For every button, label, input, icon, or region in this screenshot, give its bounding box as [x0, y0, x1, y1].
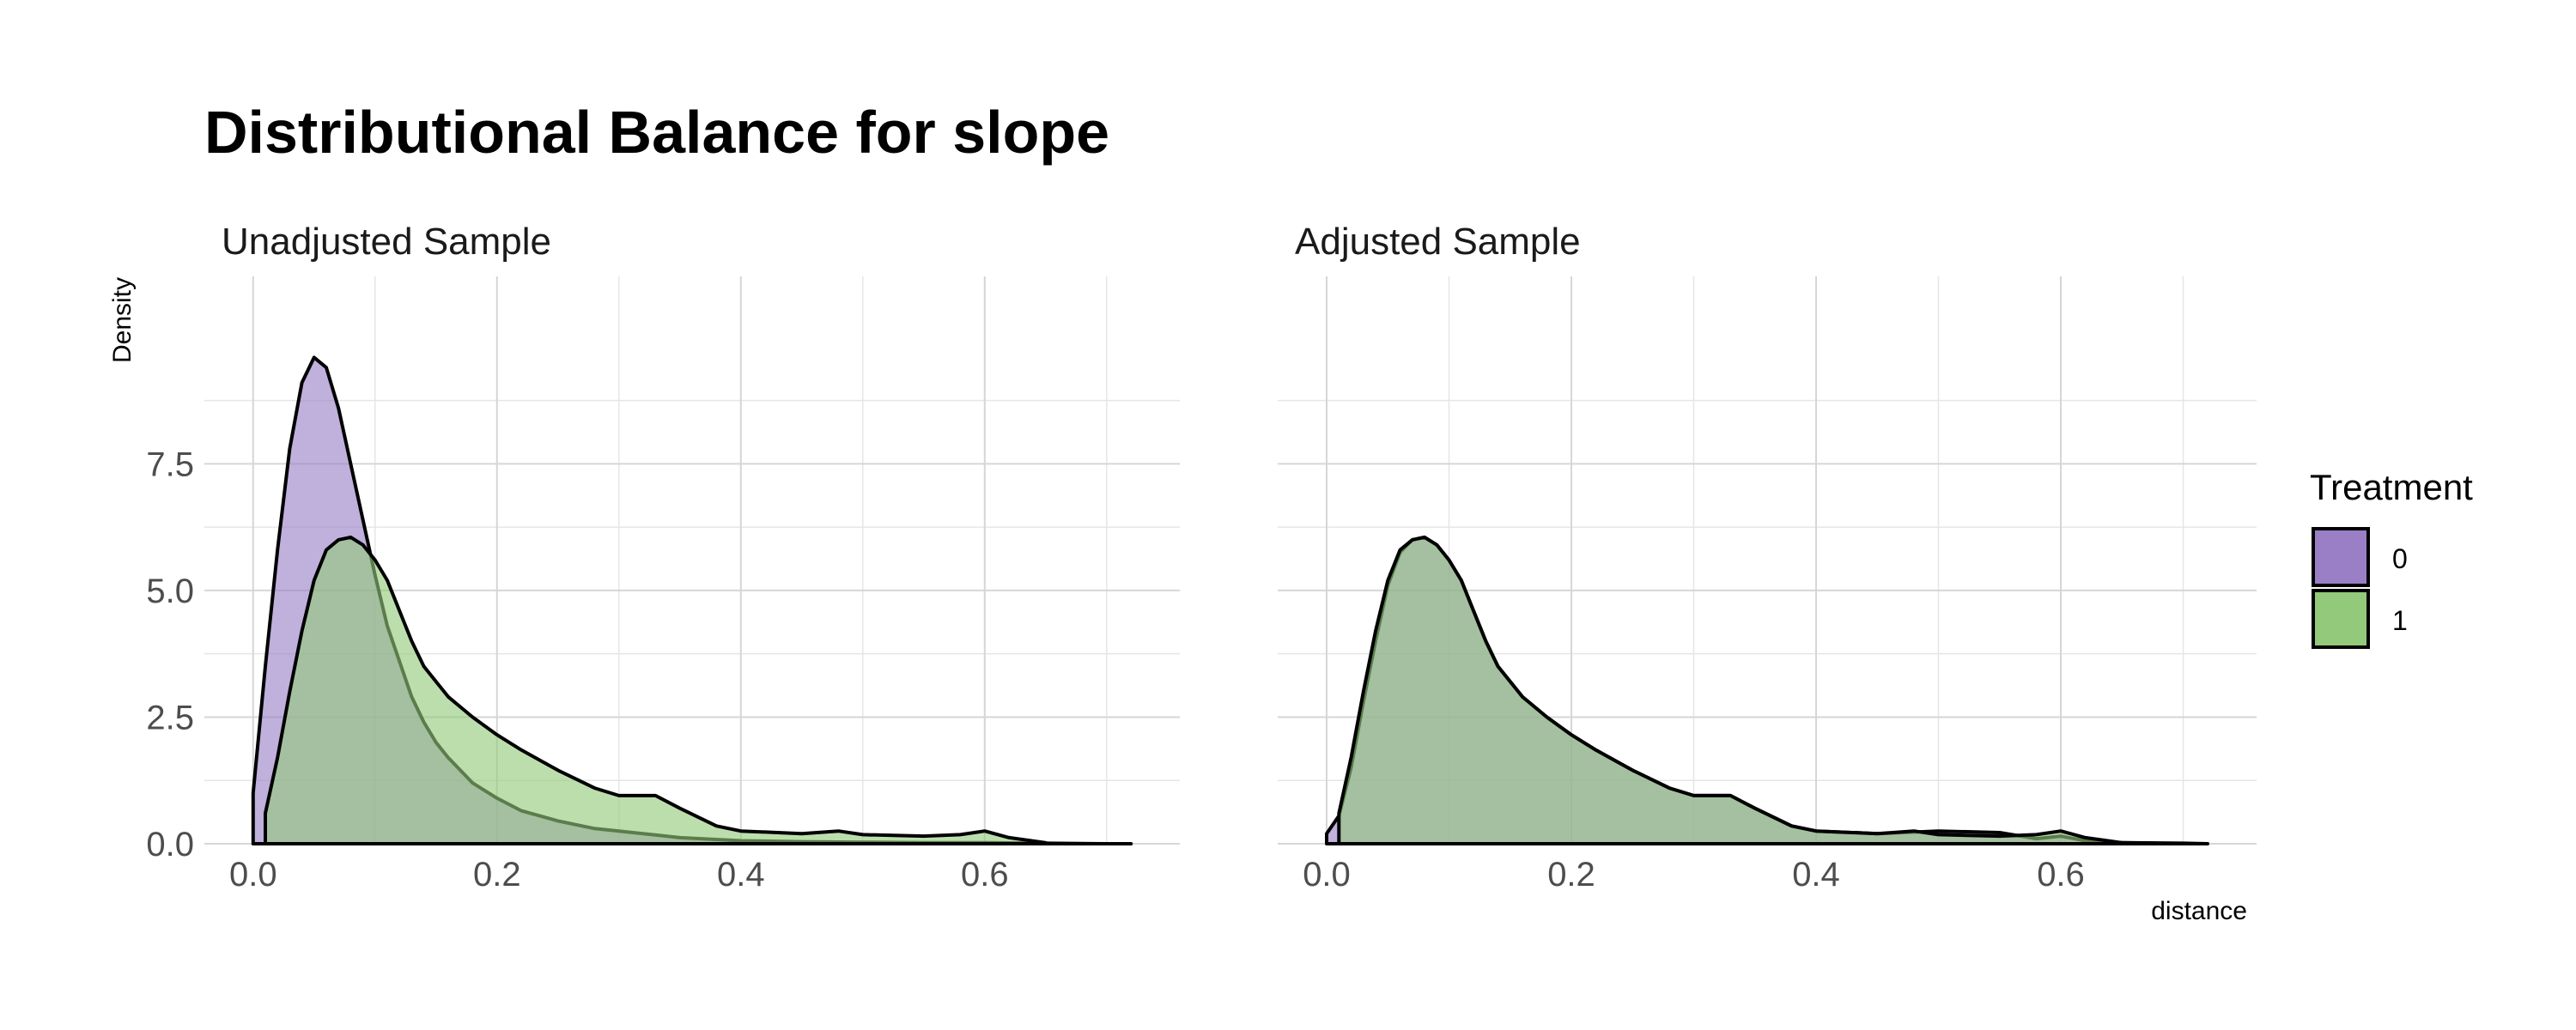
legend-swatch-1 — [2312, 589, 2370, 649]
y-tick-label: 0.0 — [146, 826, 194, 863]
legend-title: Treatment — [2310, 467, 2473, 507]
y-tick-label: 5.0 — [146, 573, 194, 610]
x-tick-label: 0.2 — [1547, 856, 1595, 894]
x-tick-label: 0.0 — [1303, 856, 1351, 894]
density-area-treatment-1 — [264, 535, 1048, 845]
legend-label-1: 1 — [2392, 605, 2408, 636]
panel-unadjusted: 0.0 0.2 0.4 0.6 — [204, 276, 1180, 894]
x-tick-label: 0.6 — [2037, 856, 2085, 894]
panel-title-unadjusted: Unadjusted Sample — [222, 221, 551, 263]
x-tick-label: 0.4 — [1792, 856, 1840, 894]
y-axis: 0.0 2.5 5.0 7.5 — [146, 445, 194, 863]
x-axis-label: distance — [2151, 897, 2247, 925]
legend-label-0: 0 — [2392, 543, 2408, 574]
x-tick-label: 0.0 — [229, 856, 277, 894]
y-axis-label: Density — [108, 277, 137, 363]
x-tick-label: 0.6 — [961, 856, 1009, 894]
y-tick-label: 2.5 — [146, 699, 194, 736]
x-tick-label: 0.4 — [717, 856, 765, 894]
y-tick-label: 7.5 — [146, 445, 194, 483]
legend-swatch-0 — [2312, 527, 2370, 587]
panel-title-adjusted: Adjusted Sample — [1295, 221, 1581, 263]
x-tick-label: 0.2 — [473, 856, 521, 894]
density-area-treatment-1 — [1337, 535, 2185, 845]
panel-adjusted: 0.0 0.2 0.4 0.6 — [1278, 276, 2257, 894]
chart-title: Distributional Balance for slope — [204, 99, 1109, 166]
legend: Treatment 0 1 — [2310, 467, 2473, 649]
